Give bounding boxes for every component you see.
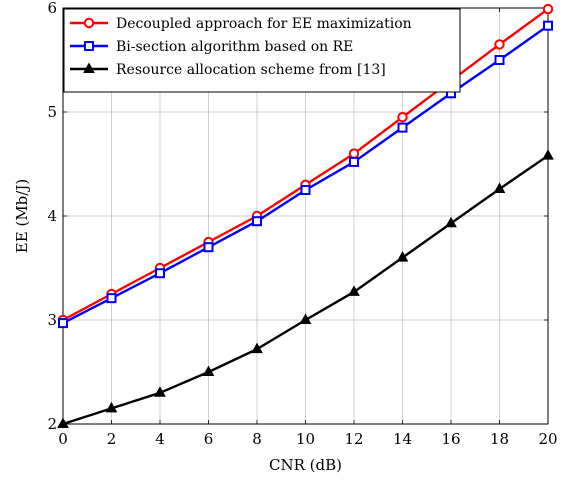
x-tick-label: 16 [441,430,460,448]
data-point [446,218,456,227]
data-point [544,22,552,30]
data-point [350,158,358,166]
legend-label: Resource allocation scheme from [13] [116,62,386,78]
data-point [398,113,406,121]
x-tick-label: 2 [107,430,117,448]
y-tick-label: 2 [47,415,57,433]
data-point [85,19,93,27]
data-point [350,149,358,157]
data-point [544,5,552,13]
x-tick-label: 20 [538,430,557,448]
legend-entry: Resource allocation scheme from [13] [70,62,386,78]
data-point [349,286,359,295]
x-axis-title: CNR (dB) [269,456,342,474]
data-point [205,243,213,251]
x-tick-label: 14 [393,430,412,448]
y-axis-title: EE (Mb/J) [13,179,31,253]
data-point [398,252,408,261]
x-tick-label: 4 [155,430,165,448]
x-tick-label: 6 [204,430,214,448]
legend-label: Bi-section algorithm based on RE [116,39,353,55]
y-tick-label: 3 [47,311,57,329]
legend-label: Decoupled approach for EE maximization [116,16,412,32]
data-point [59,319,67,327]
data-point [108,294,116,302]
data-point [399,124,407,132]
data-point [253,217,261,225]
x-tick-label: 18 [490,430,509,448]
data-point [543,150,553,159]
x-tick-label: 10 [296,430,315,448]
x-tick-label: 8 [252,430,262,448]
y-tick-label: 4 [47,207,57,225]
data-point [302,186,310,194]
y-tick-label: 5 [47,103,57,121]
data-point [496,56,504,64]
legend-entry: Decoupled approach for EE maximization [70,16,412,32]
legend: Decoupled approach for EE maximization Bi… [64,9,460,92]
x-tick-label: 0 [58,430,68,448]
data-point [85,42,93,50]
data-point [156,269,164,277]
data-point [495,40,503,48]
x-tick-label: 12 [344,430,363,448]
y-tick-label: 6 [47,0,57,17]
